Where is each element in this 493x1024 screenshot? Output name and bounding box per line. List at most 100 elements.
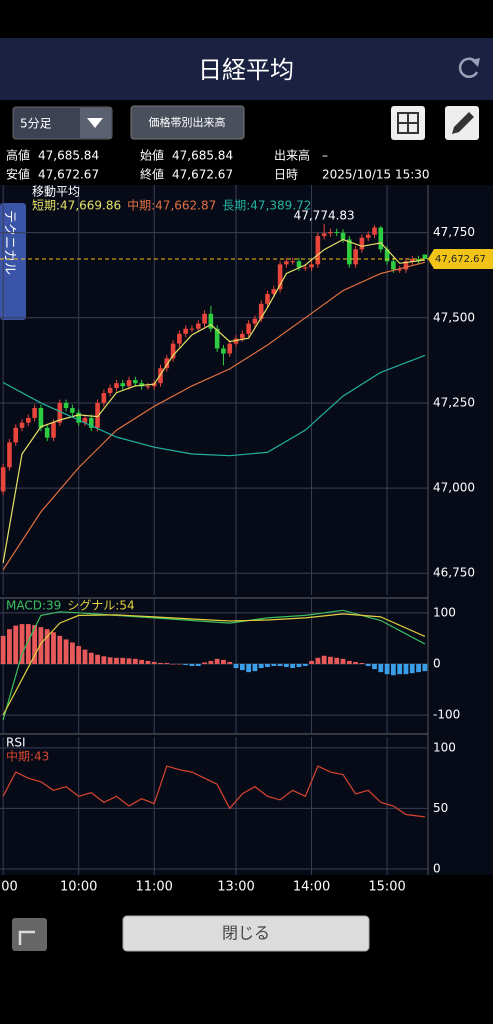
candle-body bbox=[101, 393, 107, 403]
candle-body bbox=[0, 467, 6, 492]
last-price-label: 47,672.67 bbox=[435, 254, 486, 265]
macd-bar bbox=[409, 663, 415, 674]
y-tick-label: -100 bbox=[433, 708, 460, 722]
layout-icon[interactable] bbox=[391, 106, 425, 140]
interval-label: 5分足 bbox=[20, 117, 52, 131]
macd-bar bbox=[19, 624, 25, 664]
macd-bar bbox=[384, 663, 390, 675]
macd-bar bbox=[164, 662, 170, 664]
candle-body bbox=[347, 239, 352, 265]
macd-bar bbox=[107, 657, 113, 664]
chart-area bbox=[0, 185, 493, 875]
macd-bar bbox=[309, 660, 314, 664]
macd-bar bbox=[315, 657, 321, 664]
candle-body bbox=[409, 259, 415, 262]
candle-body bbox=[51, 422, 56, 438]
macd-bar bbox=[277, 663, 283, 667]
info-cell: 出来高 bbox=[274, 148, 310, 163]
candle-body bbox=[403, 261, 409, 270]
candle-body bbox=[114, 383, 119, 388]
close-button[interactable]: 閉じる bbox=[122, 915, 370, 952]
candle-body bbox=[38, 408, 44, 428]
x-tick-label: 14:00 bbox=[293, 880, 330, 895]
macd-bar bbox=[0, 635, 6, 664]
candle-body bbox=[82, 417, 88, 423]
panel-title: RSI bbox=[6, 736, 26, 750]
macd-bar bbox=[365, 663, 371, 667]
back-icon[interactable] bbox=[12, 918, 47, 951]
macd-bar bbox=[353, 661, 359, 664]
y-tick-label: 46,750 bbox=[433, 566, 475, 580]
candle-body bbox=[177, 333, 182, 344]
indicator-line bbox=[2, 354, 426, 457]
candle-body bbox=[44, 427, 50, 438]
candle-body bbox=[302, 267, 308, 269]
x-tick-label: 15:00 bbox=[368, 880, 405, 895]
macd-bar bbox=[416, 663, 421, 673]
info-cell: 47,672.67 bbox=[172, 168, 233, 182]
candle-body bbox=[246, 323, 251, 334]
candle-body bbox=[95, 402, 100, 428]
macd-bar bbox=[227, 661, 233, 664]
macd-bar bbox=[76, 646, 82, 664]
legend-entry: MACD:39 bbox=[6, 599, 61, 613]
macd-bar bbox=[283, 663, 289, 668]
candle-body bbox=[164, 358, 170, 369]
indicator-line bbox=[2, 261, 426, 571]
candle-body bbox=[258, 303, 264, 319]
high-annotation: 47,774.83 bbox=[294, 209, 355, 223]
header-bar bbox=[0, 38, 493, 100]
volume-button[interactable]: 価格帯別出来高 bbox=[130, 105, 245, 140]
x-tick-label: 11:00 bbox=[135, 880, 172, 895]
candle-body bbox=[32, 408, 37, 418]
macd-bar bbox=[126, 658, 132, 664]
candle-body bbox=[296, 261, 302, 268]
indicator-line bbox=[2, 765, 425, 818]
macd-bar bbox=[69, 642, 75, 664]
macd-bar bbox=[189, 663, 195, 667]
candle-body bbox=[340, 232, 346, 240]
candle-body bbox=[359, 237, 365, 250]
candle-body bbox=[397, 269, 402, 271]
candle-body bbox=[183, 328, 188, 334]
interval-dropdown[interactable]: 5分足 bbox=[12, 106, 113, 140]
macd-bar bbox=[346, 660, 352, 664]
info-cell: 47,672.67 bbox=[38, 168, 99, 182]
macd-bar bbox=[422, 663, 428, 672]
candle-body bbox=[26, 417, 31, 423]
macd-bar bbox=[158, 662, 163, 664]
candle-body bbox=[63, 402, 69, 409]
candle-body bbox=[378, 227, 384, 250]
y-tick-label: 47,750 bbox=[433, 225, 475, 239]
macd-bar bbox=[334, 657, 340, 664]
y-tick-label: 47,000 bbox=[433, 481, 475, 495]
candle-body bbox=[240, 333, 245, 339]
y-tick-label: 47,250 bbox=[433, 395, 475, 409]
candle-body bbox=[88, 417, 94, 428]
macd-bar bbox=[170, 663, 176, 665]
candle-body bbox=[315, 236, 321, 265]
draw-icon[interactable] bbox=[445, 106, 479, 140]
candle-body bbox=[158, 368, 163, 384]
candle-body bbox=[139, 383, 144, 387]
candle-body bbox=[170, 343, 176, 359]
candle-body bbox=[195, 323, 201, 329]
macd-bar bbox=[51, 632, 56, 664]
candle-body bbox=[334, 231, 340, 233]
side-tab-label: テクニカル bbox=[2, 210, 17, 275]
macd-bar bbox=[328, 656, 333, 664]
macd-bar bbox=[44, 629, 50, 664]
candle-body bbox=[384, 249, 390, 262]
macd-bar bbox=[221, 659, 226, 664]
legend-title: 移動平均 bbox=[32, 185, 80, 199]
info-cell: 47,685.84 bbox=[172, 149, 233, 163]
refresh-icon[interactable] bbox=[458, 57, 480, 78]
macd-bar bbox=[88, 652, 94, 664]
candle-body bbox=[126, 380, 132, 387]
candle-body bbox=[328, 231, 333, 234]
legend-entry: 短期:47,669.86 bbox=[32, 199, 121, 213]
x-tick-label: 10:00 bbox=[60, 880, 97, 895]
info-cell: 高値 bbox=[6, 148, 30, 163]
